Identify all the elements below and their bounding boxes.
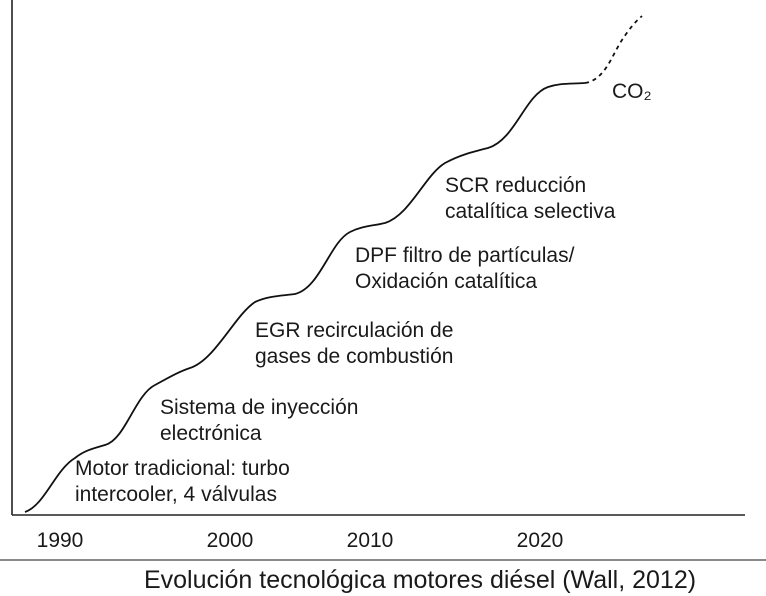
caption: Evolución tecnológica motores diésel (Wa… (144, 566, 696, 594)
step-label: CO₂ (612, 80, 652, 103)
step-label: intercooler, 4 válvulas (75, 483, 277, 506)
step-label: DPF filtro de partículas/ (355, 244, 575, 267)
step-label: electrónica (160, 422, 262, 445)
step-label: Oxidación catalítica (355, 270, 537, 293)
step-label: Sistema de inyección (160, 396, 358, 419)
year-label: 2010 (347, 529, 394, 552)
step-label: gases de combustión (255, 345, 453, 368)
year-label: 1990 (37, 529, 84, 552)
step-label: EGR recirculación de (255, 319, 453, 342)
future-curve (584, 15, 643, 84)
step-label: Motor tradicional: turbo (75, 457, 290, 480)
step-label: SCR reducción (445, 174, 586, 197)
step-label: catalítica selectiva (445, 200, 616, 223)
evolution-curve (24, 82, 586, 513)
year-label: 2000 (207, 529, 254, 552)
year-label: 2020 (517, 529, 564, 552)
